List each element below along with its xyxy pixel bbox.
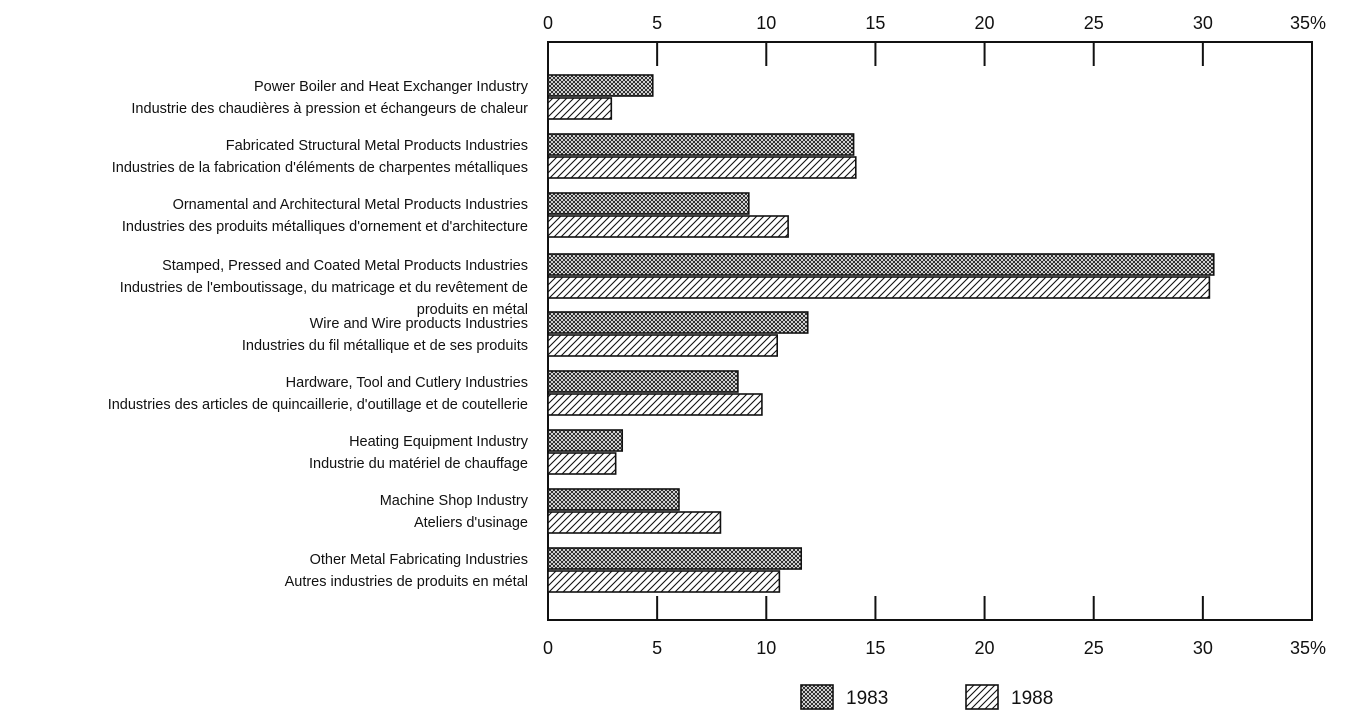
bar-1983-6 — [547, 429, 624, 452]
category-label-line: Industries du fil métallique et de ses p… — [242, 338, 528, 354]
bar-1988-6 — [547, 452, 617, 475]
bar-1983-7 — [547, 488, 680, 511]
category-label-line: Industries de l'emboutissage, du matrica… — [120, 280, 528, 296]
bar-1983-8 — [547, 547, 803, 570]
x-tick-label-bottom: 15 — [865, 638, 885, 658]
bar-1988-2 — [547, 215, 789, 238]
bar-1988-3 — [547, 276, 1211, 299]
legend-label-1983: 1983 — [846, 688, 888, 709]
bar-1988-4 — [547, 334, 778, 357]
category-label-line: Autres industries de produits en métal — [285, 574, 528, 590]
bar-1983-1 — [547, 133, 855, 156]
x-tick-label-top: 10 — [756, 13, 776, 33]
category-label-line: Heating Equipment Industry — [349, 434, 529, 450]
category-label-line: Industrie du matériel de chauffage — [309, 456, 528, 472]
category-label-line: produits en métal — [417, 302, 528, 318]
category-label-line: Power Boiler and Heat Exchanger Industry — [254, 79, 529, 95]
x-tick-label-top: 15 — [865, 13, 885, 33]
bar-1988-8 — [547, 570, 781, 593]
x-tick-label-bottom: 5 — [652, 638, 662, 658]
x-tick-label-bottom: 10 — [756, 638, 776, 658]
bar-1988-7 — [547, 511, 722, 534]
bar-1983-3 — [547, 253, 1215, 276]
bar-1988-1 — [547, 156, 857, 179]
category-label-line: Industries des articles de quincaillerie… — [108, 397, 528, 413]
x-tick-label-bottom: 30 — [1193, 638, 1213, 658]
x-tick-label-bottom: 0 — [543, 638, 553, 658]
bar-1983-0 — [547, 74, 654, 97]
legend-label-1988: 1988 — [1011, 688, 1053, 709]
x-tick-label-bottom: 20 — [975, 638, 995, 658]
x-tick-label-top: 35% — [1290, 13, 1326, 33]
category-label-line: Machine Shop Industry — [380, 493, 529, 509]
category-label-line: Industries des produits métalliques d'or… — [122, 219, 528, 235]
x-tick-label-top: 20 — [975, 13, 995, 33]
category-label-line: Ateliers d'usinage — [414, 515, 528, 531]
bar-1983-2 — [547, 192, 750, 215]
category-label-line: Ornamental and Architectural Metal Produ… — [173, 197, 528, 213]
bar-1983-5 — [547, 370, 739, 393]
x-tick-label-top: 0 — [543, 13, 553, 33]
bar-1983-4 — [547, 311, 809, 334]
category-label-line: Wire and Wire products Industries — [310, 316, 528, 332]
category-label-line: Hardware, Tool and Cutlery Industries — [286, 375, 528, 391]
x-tick-label-bottom: 35% — [1290, 638, 1326, 658]
bar-1988-0 — [547, 97, 613, 120]
category-label-line: Industrie des chaudières à pression et é… — [131, 101, 528, 117]
bar-1988-5 — [547, 393, 763, 416]
x-tick-label-top: 25 — [1084, 13, 1104, 33]
x-tick-label-bottom: 25 — [1084, 638, 1104, 658]
x-tick-label-top: 30 — [1193, 13, 1213, 33]
legend-swatch-1983 — [800, 684, 834, 710]
legend-swatch-1988 — [965, 684, 999, 710]
category-label-line: Other Metal Fabricating Industries — [310, 552, 528, 568]
category-label-line: Fabricated Structural Metal Products Ind… — [226, 138, 528, 154]
category-label-line: Stamped, Pressed and Coated Metal Produc… — [162, 258, 528, 274]
category-label-line: Industries de la fabrication d'éléments … — [112, 160, 528, 176]
x-tick-label-top: 5 — [652, 13, 662, 33]
